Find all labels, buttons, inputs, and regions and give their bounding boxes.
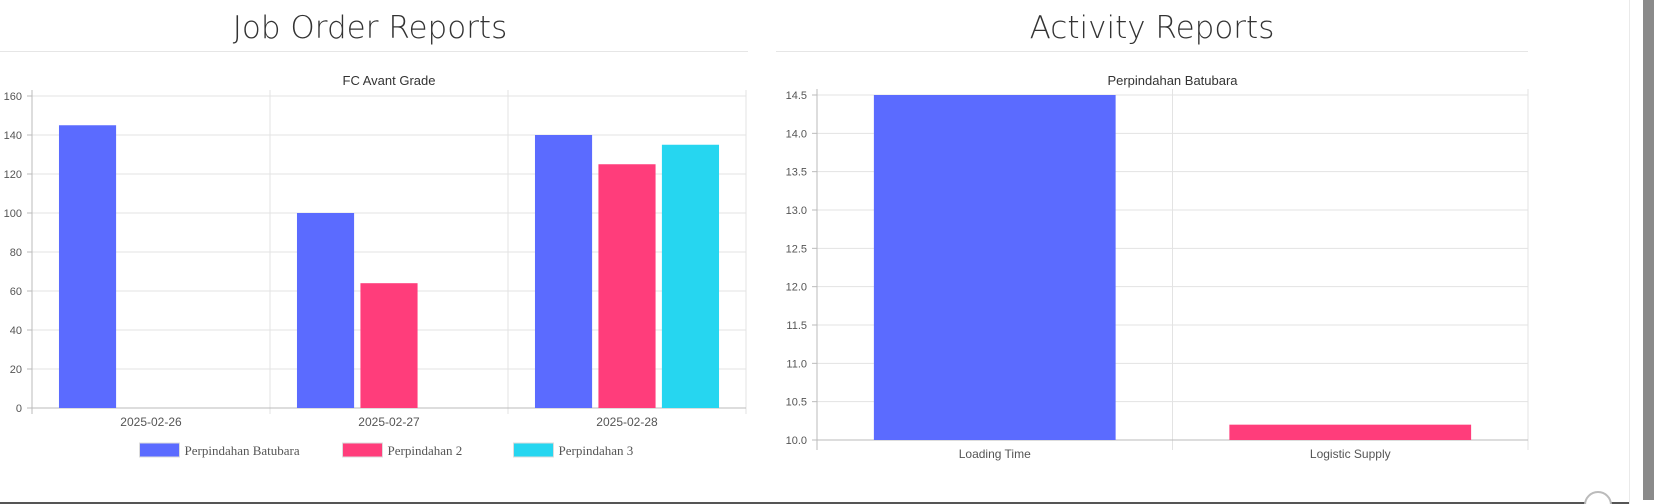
activity-reports-title: Activity Reports <box>1029 10 1275 46</box>
job-order-chart: FC Avant Grade 0 20 40 60 80 100 120 140 160 2025-… <box>4 73 747 458</box>
x-tick-label: Logistic Supply <box>1310 447 1391 461</box>
y-tick-label: 20 <box>10 364 22 376</box>
scrollbar-thumb[interactable] <box>1643 0 1654 500</box>
activity-chart: Perpindahan Batubara 10.0 10.5 11.0 11.5 12.0… <box>786 73 1529 461</box>
y-tick-label: 14.0 <box>786 128 807 140</box>
y-tick-label: 10.0 <box>786 435 807 447</box>
y-tick-label: 13.0 <box>786 205 807 217</box>
bar <box>58 125 117 408</box>
scroll-to-top-button[interactable] <box>1584 491 1612 504</box>
y-tick-label: 13.5 <box>786 167 807 179</box>
x-tick-label: 2025-02-26 <box>120 415 182 429</box>
legend-swatch <box>513 442 554 458</box>
y-tick-label: 100 <box>4 208 22 220</box>
page-bottom-edge <box>0 502 1629 504</box>
legend-label: Perpindahan 2 <box>388 443 463 458</box>
y-tick-label: 10.5 <box>786 397 807 409</box>
legend-label: Perpindahan 3 <box>559 443 634 458</box>
y-tick-label: 11.5 <box>786 320 807 332</box>
bar <box>296 213 355 408</box>
y-tick-label: 40 <box>10 325 22 337</box>
y-tick-label: 140 <box>4 130 22 142</box>
bar <box>873 95 1116 440</box>
y-tick-label: 11.0 <box>786 358 807 370</box>
activity-title-divider <box>776 51 1528 52</box>
y-tick-label: 60 <box>10 286 22 298</box>
chart-title: FC Avant Grade <box>343 73 436 88</box>
y-tick-label: 0 <box>16 403 22 415</box>
chart-title: Perpindahan Batubara <box>1107 73 1238 88</box>
y-tick-label: 80 <box>10 247 22 259</box>
bar <box>598 164 656 408</box>
y-tick-label: 14.5 <box>786 90 807 102</box>
x-tick-label: Loading Time <box>959 447 1031 461</box>
bar <box>360 283 418 408</box>
x-tick-label: 2025-02-27 <box>358 415 420 429</box>
y-tick-label: 160 <box>4 91 22 103</box>
y-tick-label: 120 <box>4 169 22 181</box>
legend-label: Perpindahan Batubara <box>185 443 300 458</box>
legend-swatch <box>342 442 383 458</box>
bar <box>1229 424 1472 440</box>
y-tick-label: 12.5 <box>786 243 807 255</box>
bar <box>661 144 720 408</box>
y-tick-label: 12.0 <box>786 282 807 294</box>
bar <box>534 135 593 408</box>
legend-swatch <box>139 442 180 458</box>
x-tick-label: 2025-02-28 <box>596 415 658 429</box>
job-order-title-divider <box>0 51 748 52</box>
job-order-reports-title: Job Order Reports <box>232 10 508 46</box>
